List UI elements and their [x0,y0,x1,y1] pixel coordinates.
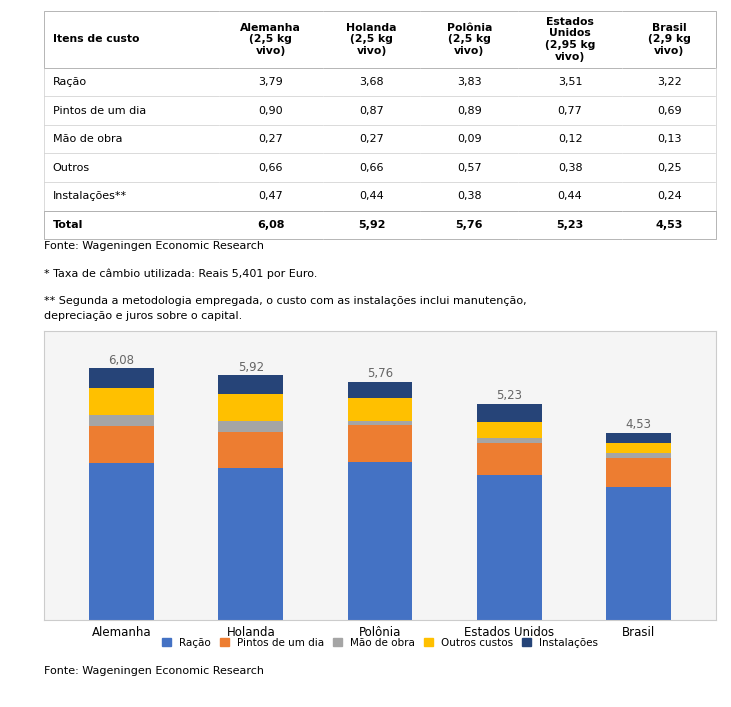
Text: Fonte: Wageningen Economic Research: Fonte: Wageningen Economic Research [44,241,264,251]
Text: 5,76: 5,76 [367,367,393,380]
Bar [607,487,671,620]
Bar [348,425,412,462]
Text: 5,23: 5,23 [496,389,523,402]
Bar [89,463,154,620]
Bar [348,397,412,421]
Bar [219,375,283,394]
Bar [89,387,154,415]
Bar [607,443,671,453]
Bar [477,423,542,438]
Bar [219,432,283,468]
Bar [89,415,154,426]
Bar [607,453,671,458]
Legend: Ração, Pintos de um dia, Mão de obra, Outros custos, Instalações: Ração, Pintos de um dia, Mão de obra, Ou… [162,638,599,648]
Bar [607,433,671,443]
Text: Fonte: Wageningen Economic Research: Fonte: Wageningen Economic Research [44,666,264,676]
Bar [219,468,283,620]
Bar [607,458,671,487]
Bar [219,394,283,421]
Bar [219,421,283,432]
Bar [348,382,412,397]
Text: 4,53: 4,53 [626,418,652,431]
Bar [348,462,412,620]
Bar [477,443,542,475]
Bar [348,421,412,425]
Bar [477,438,542,443]
Bar [89,368,154,387]
Text: ** Segunda a metodologia empregada, o custo com as instalações inclui manutenção: ** Segunda a metodologia empregada, o cu… [44,296,526,321]
Text: 5,92: 5,92 [238,361,264,374]
Bar [477,475,542,620]
Text: * Taxa de câmbio utilizada: Reais 5,401 por Euro.: * Taxa de câmbio utilizada: Reais 5,401 … [44,269,317,279]
Text: 6,08: 6,08 [108,354,135,367]
Bar [477,404,542,423]
Bar [89,426,154,463]
